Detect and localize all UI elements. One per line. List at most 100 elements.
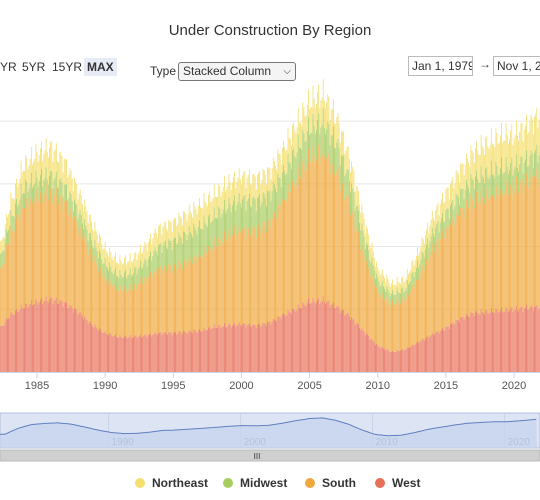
bar-segment-south[interactable]: [360, 249, 362, 330]
bar-segment-west[interactable]: [356, 323, 358, 372]
bar-segment-west[interactable]: [373, 342, 375, 372]
bar-segment-south[interactable]: [144, 276, 146, 335]
bar-segment-west[interactable]: [481, 312, 483, 372]
bar-segment-northeast[interactable]: [225, 191, 226, 214]
bar-segment-south[interactable]: [465, 200, 467, 314]
bar-segment-west[interactable]: [507, 311, 509, 372]
bar-segment-midwest[interactable]: [311, 132, 313, 163]
bar-segment-south[interactable]: [16, 214, 17, 309]
bar-segment-west[interactable]: [528, 309, 530, 372]
bar-segment-west[interactable]: [517, 309, 518, 372]
bar-segment-south[interactable]: [181, 269, 183, 335]
bar-segment-midwest[interactable]: [339, 165, 341, 191]
date-from-input[interactable]: Jan 1, 1979: [408, 56, 473, 76]
bar-segment-midwest[interactable]: [534, 152, 535, 177]
bar-segment-south[interactable]: [445, 228, 447, 328]
bar-segment-west[interactable]: [467, 315, 468, 372]
bar-segment-midwest[interactable]: [206, 226, 208, 255]
bar-segment-west[interactable]: [22, 308, 24, 372]
bar-segment-midwest[interactable]: [285, 174, 287, 203]
bar-segment-midwest[interactable]: [438, 232, 440, 248]
bar-segment-northeast[interactable]: [32, 164, 33, 188]
bar-segment-south[interactable]: [99, 265, 100, 329]
bar-segment-south[interactable]: [210, 251, 212, 329]
bar-segment-midwest[interactable]: [494, 177, 496, 199]
bar-segment-west[interactable]: [21, 308, 23, 372]
bar-segment-west[interactable]: [386, 348, 388, 372]
bar-segment-midwest[interactable]: [244, 195, 246, 226]
bar-segment-west[interactable]: [167, 334, 169, 372]
bar-segment-south[interactable]: [171, 273, 173, 336]
bar-segment-west[interactable]: [468, 316, 470, 372]
bar-segment-south[interactable]: [238, 224, 240, 323]
bar-segment-south[interactable]: [365, 260, 367, 334]
bar-segment-west[interactable]: [58, 303, 59, 372]
bar-segment-south[interactable]: [52, 204, 54, 304]
bar-segment-south[interactable]: [510, 184, 512, 309]
bar-segment-west[interactable]: [534, 306, 535, 372]
bar-segment-west[interactable]: [47, 302, 49, 372]
bar-segment-west[interactable]: [69, 304, 71, 372]
bar-segment-midwest[interactable]: [161, 252, 163, 275]
bar-segment-south[interactable]: [361, 243, 363, 328]
bar-segment-south[interactable]: [168, 264, 170, 332]
bar-segment-northeast[interactable]: [408, 273, 409, 285]
bar-segment-northeast[interactable]: [12, 198, 14, 216]
bar-segment-south[interactable]: [253, 226, 255, 325]
bar-segment-northeast[interactable]: [254, 176, 256, 200]
bar-segment-south[interactable]: [457, 215, 459, 321]
bar-segment-northeast[interactable]: [389, 286, 391, 297]
bar-segment-west[interactable]: [360, 329, 362, 372]
bar-segment-northeast[interactable]: [379, 275, 381, 287]
bar-segment-south[interactable]: [440, 235, 442, 330]
bar-segment-northeast[interactable]: [409, 272, 410, 284]
bar-segment-west[interactable]: [145, 335, 147, 372]
bar-segment-west[interactable]: [436, 331, 438, 372]
bar-segment-northeast[interactable]: [154, 228, 156, 248]
bar-segment-south[interactable]: [322, 140, 324, 297]
bar-segment-midwest[interactable]: [380, 284, 382, 297]
bar-segment-south[interactable]: [71, 217, 73, 309]
bar-segment-south[interactable]: [494, 198, 496, 314]
bar-segment-midwest[interactable]: [236, 204, 238, 235]
bar-segment-south[interactable]: [111, 285, 113, 336]
bar-segment-south[interactable]: [503, 193, 505, 312]
bar-segment-south[interactable]: [79, 226, 81, 312]
bar-segment-northeast[interactable]: [445, 189, 447, 211]
bar-segment-midwest[interactable]: [122, 276, 124, 291]
bar-segment-northeast[interactable]: [209, 191, 211, 214]
bar-segment-midwest[interactable]: [281, 172, 283, 201]
bar-segment-northeast[interactable]: [166, 228, 167, 248]
bar-segment-south[interactable]: [418, 279, 420, 343]
bar-segment-northeast[interactable]: [224, 176, 225, 200]
bar-segment-midwest[interactable]: [295, 158, 297, 188]
bar-segment-south[interactable]: [75, 219, 77, 310]
bar-segment-west[interactable]: [68, 307, 70, 372]
bar-segment-northeast[interactable]: [430, 219, 432, 236]
bar-segment-south[interactable]: [124, 286, 125, 337]
bar-segment-west[interactable]: [216, 327, 217, 372]
bar-segment-midwest[interactable]: [18, 204, 20, 219]
bar-segment-west[interactable]: [405, 349, 407, 372]
bar-segment-south[interactable]: [230, 240, 232, 328]
bar-segment-northeast[interactable]: [120, 260, 122, 275]
bar-segment-midwest[interactable]: [269, 190, 271, 219]
bar-segment-northeast[interactable]: [92, 229, 94, 247]
bar-segment-northeast[interactable]: [292, 124, 293, 151]
bar-segment-northeast[interactable]: [455, 170, 457, 194]
bar-segment-south[interactable]: [5, 244, 7, 318]
bar-segment-northeast[interactable]: [151, 244, 153, 261]
bar-segment-west[interactable]: [525, 307, 526, 372]
bar-segment-northeast[interactable]: [451, 180, 452, 203]
bar-segment-south[interactable]: [262, 221, 264, 323]
bar-segment-northeast[interactable]: [536, 107, 538, 145]
bar-segment-northeast[interactable]: [146, 250, 148, 267]
bar-segment-south[interactable]: [501, 179, 502, 308]
bar-segment-northeast[interactable]: [152, 238, 154, 257]
bar-segment-northeast[interactable]: [343, 130, 345, 155]
bar-segment-south[interactable]: [199, 250, 200, 329]
bar-segment-midwest[interactable]: [228, 198, 230, 230]
bar-segment-west[interactable]: [469, 317, 471, 372]
bar-segment-south[interactable]: [519, 186, 521, 309]
bar-segment-northeast[interactable]: [512, 145, 514, 176]
